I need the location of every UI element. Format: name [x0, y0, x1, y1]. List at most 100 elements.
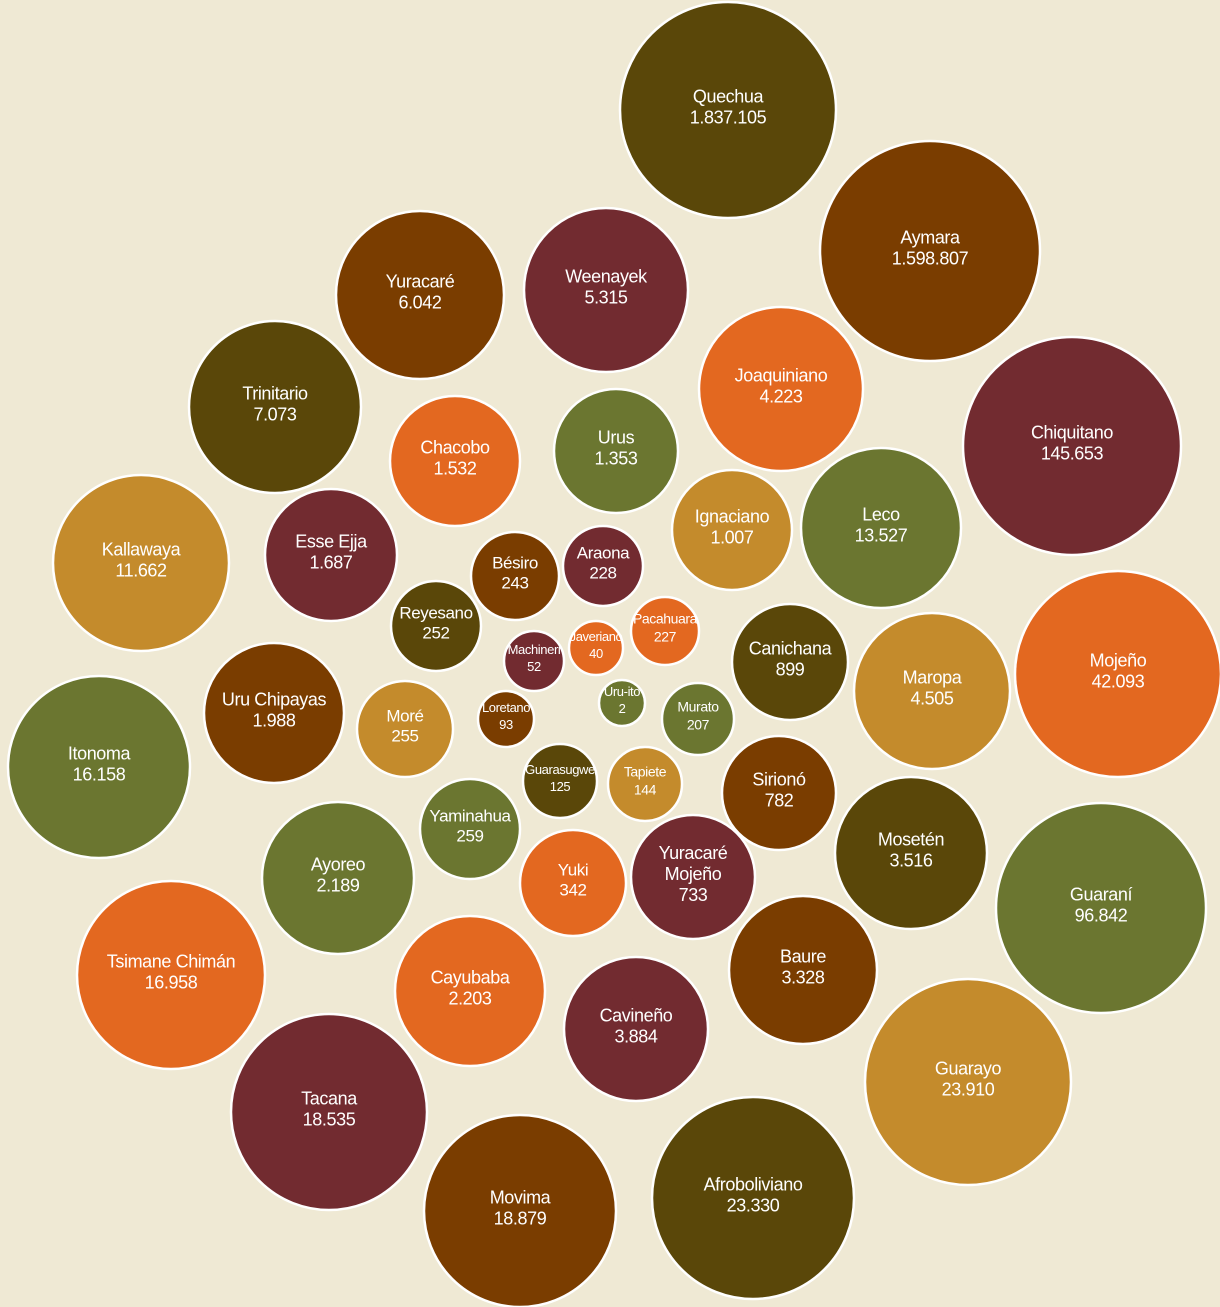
- bubble-label-canichana: Canichana: [749, 638, 833, 658]
- bubble-circle-chiquitano: [961, 335, 1183, 557]
- bubble-circle-guarayo: [863, 977, 1073, 1187]
- bubble-label-loretano: Loretano: [482, 700, 530, 715]
- bubble-label-machineri: Machineri: [508, 642, 561, 657]
- bubble-label-tapiete: Tapiete: [624, 764, 667, 780]
- bubble-value-chacobo: 1.532: [433, 458, 476, 478]
- bubble-label-pacahuara: Pacahuara: [633, 611, 698, 627]
- bubble-label-yuki: Yuki: [558, 860, 589, 879]
- bubble-value-murato: 207: [687, 717, 710, 733]
- bubble-label-kallawaya: Kallawaya: [102, 539, 182, 559]
- bubble-value-quechua: 1.837.105: [690, 107, 767, 127]
- bubble-label-weenayek: Weenayek: [565, 266, 648, 286]
- bubble-circle-moseten: [833, 775, 989, 931]
- bubble-value-mojeno: 42.093: [1092, 671, 1145, 691]
- bubble-guarasugwe: Guarasugwe 125: [521, 742, 599, 820]
- bubble-label-guarasugwe: Guarasugwe: [525, 762, 595, 777]
- bubble-circle-leco: [799, 446, 963, 610]
- bubble-value-chiquitano: 145.653: [1041, 443, 1104, 463]
- bubble-value-ignaciano: 1.007: [710, 527, 753, 547]
- bubble-value-loretano: 93: [499, 717, 513, 732]
- bubble-circle-urus: [552, 387, 680, 515]
- bubble-circle-maropa: [852, 611, 1012, 771]
- bubble-label-cayubaba: Cayubaba: [431, 967, 511, 987]
- bubble-label-esse-ejja: Esse Ejja: [295, 531, 368, 551]
- bubble-circle-afroboliviano: [650, 1095, 856, 1301]
- bubble-value-guarasugwe: 125: [550, 779, 571, 794]
- bubble-label-murato: Murato: [677, 699, 719, 715]
- bubble-circle-tsimane-chiman: [75, 879, 267, 1071]
- bubble-circle-esse-ejja: [263, 487, 399, 623]
- bubble-label-guarani: Guaraní: [1070, 884, 1133, 904]
- bubble-uru-ito: Uru-ito 2: [597, 678, 647, 728]
- bubble-circle-movima: [422, 1113, 618, 1307]
- bubble-circle-chacobo: [388, 394, 522, 528]
- bubble-value-joaquiniano: 4.223: [759, 386, 802, 406]
- bubble-label-urus: Urus: [598, 427, 635, 447]
- bubble-label-yuracare-mojeno-1: Yuracaré: [659, 843, 728, 863]
- bubble-label-maropa: Maropa: [903, 667, 963, 687]
- bubble-label-itonoma: Itonoma: [68, 743, 132, 763]
- bubble-label-ignaciano: Ignaciano: [695, 506, 770, 526]
- bubble-circle-guarasugwe: [521, 742, 599, 820]
- bubble-value-besiro: 243: [501, 573, 528, 592]
- bubble-circle-tacana: [229, 1012, 429, 1212]
- bubble-label-joaquiniano: Joaquiniano: [735, 365, 828, 385]
- bubble-circle-mojeno: [1013, 569, 1220, 779]
- bubble-label-yuracare-mojeno-2: Mojeño: [665, 864, 722, 884]
- bubble-circle-aymara: [818, 139, 1042, 363]
- bubble-label-reyesano: Reyesano: [399, 603, 472, 622]
- bubble-value-more: 255: [391, 726, 418, 745]
- bubble-value-uru-chipayas: 1.988: [252, 710, 295, 730]
- bubble-label-ayoreo: Ayoreo: [311, 854, 366, 874]
- bubble-label-movima: Movima: [490, 1187, 552, 1207]
- bubble-label-trinitario: Trinitario: [242, 383, 308, 403]
- bubble-circle-yuracare-mojeno: [629, 813, 757, 941]
- bubble-circle-araona: [561, 524, 645, 608]
- bubble-label-more: Moré: [386, 706, 423, 725]
- bubble-circle-uru-chipayas: [202, 641, 346, 785]
- bubble-value-moseten: 3.516: [889, 850, 932, 870]
- bubble-machineri: Machineri 52: [502, 629, 566, 693]
- bubble-circle-guarani: [994, 801, 1208, 1015]
- bubble-circle-ignaciano: [670, 468, 794, 592]
- bubble-label-quechua: Quechua: [693, 86, 765, 106]
- bubble-label-uru-chipayas: Uru Chipayas: [222, 689, 327, 709]
- bubble-circle-loretano: [476, 689, 536, 749]
- bubble-circle-kallawaya: [51, 473, 231, 653]
- bubble-circle-weenayek: [522, 206, 690, 374]
- bubble-value-tacana: 18.535: [303, 1109, 356, 1129]
- bubble-circle-pacahuara: [629, 595, 701, 667]
- bubble-value-araona: 228: [589, 563, 616, 582]
- bubble-value-uru-ito: 2: [619, 701, 626, 716]
- bubble-value-yuki: 342: [559, 880, 586, 899]
- bubble-loretano: Loretano 93: [476, 689, 536, 749]
- bubble-circle-canichana: [730, 602, 850, 722]
- bubble-circle-yaminahua: [418, 777, 522, 881]
- bubble-value-machineri: 52: [527, 659, 541, 674]
- bubble-murato: Murato 207: [660, 681, 736, 757]
